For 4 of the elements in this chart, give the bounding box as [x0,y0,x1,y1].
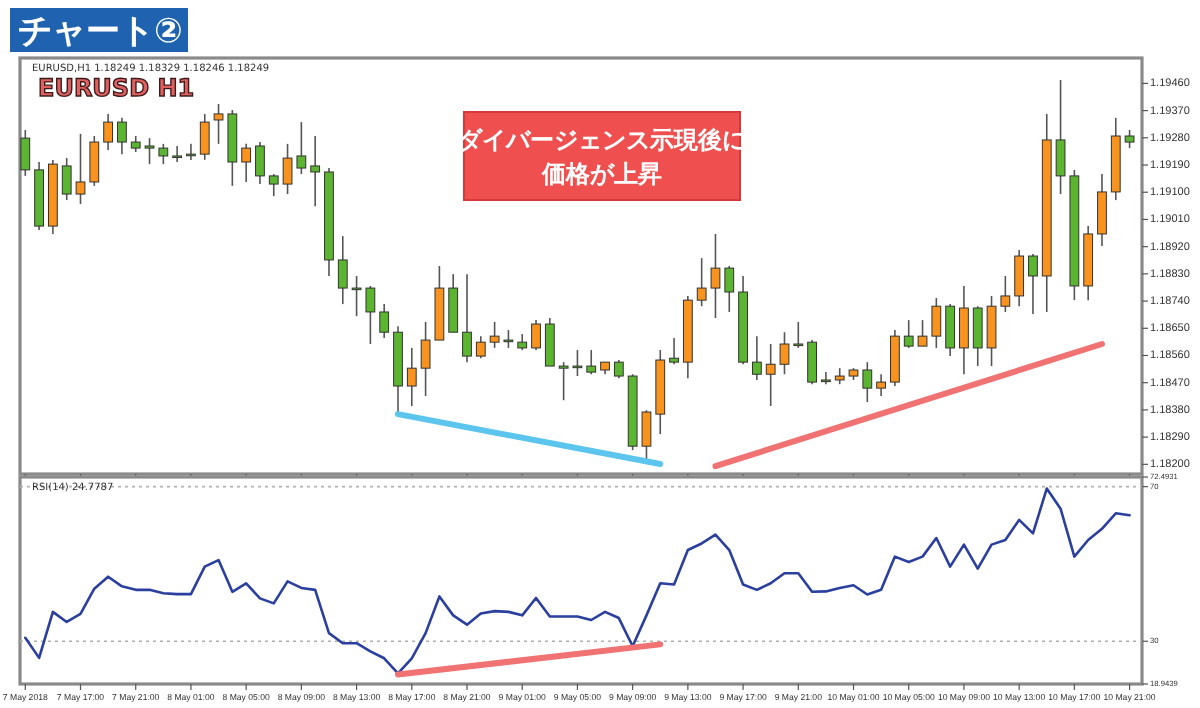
title: チャート② [10,8,188,52]
annotation: 価格が上昇 [540,160,662,188]
annotation: EURUSD H1 [38,74,195,102]
chart-title: チャート② [18,12,183,52]
